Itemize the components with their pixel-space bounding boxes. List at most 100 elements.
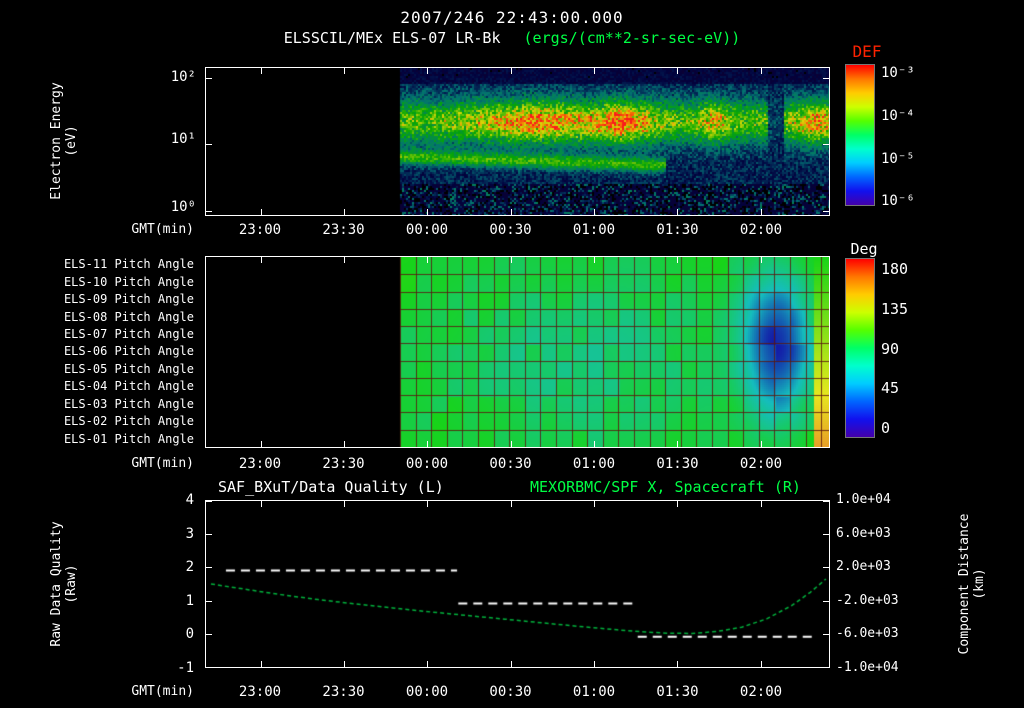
energy-ytick-label: 10⁰: [170, 199, 196, 215]
gmt-tick-label: 23:30: [322, 456, 365, 472]
axis-tick: [427, 257, 429, 263]
axis-tick: [676, 661, 678, 667]
pitch-row-label: ELS-11 Pitch Angle: [63, 257, 194, 271]
energy-xaxis-title: GMT(min): [131, 222, 194, 237]
axis-tick: [206, 600, 212, 602]
gmt-tick-label: 00:00: [405, 684, 449, 700]
timestamp: 2007/246 22:43:00.000: [400, 8, 624, 27]
deg-colorbar-title: Deg: [850, 240, 878, 258]
deg-colorbar-tick-label: 0: [881, 419, 891, 437]
def-colorbar-tick-label: 10⁻⁵: [881, 151, 915, 167]
line-left-tick-label: 3: [185, 526, 194, 542]
axis-tick: [260, 661, 262, 667]
energy-ytick-label: 10¹: [170, 131, 196, 147]
energy-spectrogram-plot: [205, 67, 830, 216]
axis-tick: [344, 209, 346, 215]
axis-tick: [344, 257, 346, 263]
gmt-tick-label: 23:00: [238, 222, 282, 238]
plot-title: ELSSCIL/MEx ELS-07 LR-Bk: [283, 29, 501, 47]
axis-tick: [676, 501, 678, 507]
line-right-axis-label: Component Distance (km): [957, 484, 987, 684]
deg-colorbar-tick-label: 90: [881, 340, 900, 358]
line-right-tick-label: 6.0e+03: [836, 526, 891, 541]
def-colorbar-tick-labels: 10⁻³ 10⁻⁴ 10⁻⁵ 10⁻⁶: [881, 64, 941, 209]
axis-tick: [260, 441, 262, 447]
axis-tick: [593, 257, 595, 263]
axis-tick: [761, 209, 763, 215]
axis-tick: [206, 567, 212, 569]
line-left-tick-label: 1: [185, 593, 194, 609]
axis-tick: [593, 68, 595, 74]
axis-tick: [427, 68, 429, 74]
gmt-tick-label: 23:00: [238, 684, 282, 700]
axis-tick: [510, 209, 512, 215]
gmt-tick-label: 00:30: [489, 684, 532, 700]
line-title-left: SAF_BXuT/Data Quality (L): [218, 478, 444, 496]
line-left-tick-label: 2: [185, 559, 194, 575]
def-colorbar-tick-label: 10⁻⁴: [881, 108, 915, 124]
axis-tick: [593, 441, 595, 447]
gmt-tick-label: 02:00: [739, 684, 783, 700]
line-xaxis-tick-labels: 23:00 23:30 00:00 00:30 01:00 01:30 02:00: [205, 684, 830, 700]
line-left-tick-labels: 4 3 2 1 0 -1: [162, 492, 196, 676]
gmt-tick-label: 01:00: [572, 222, 616, 238]
pitch-row-label: ELS-08 Pitch Angle: [63, 310, 194, 324]
axis-tick: [344, 501, 346, 507]
line-right-tick-label: -1.0e+04: [836, 660, 899, 675]
energy-yaxis-tick-labels: 10² 10¹ 10⁰: [154, 67, 198, 216]
axis-tick: [344, 441, 346, 447]
pitch-row-label: ELS-01 Pitch Angle: [63, 432, 194, 446]
line-right-axis-label-line2: (km): [972, 568, 987, 600]
gmt-tick-label: 02:00: [739, 222, 783, 238]
line-right-axis-label-line1: Component Distance: [957, 513, 972, 655]
line-left-axis-label-line2: (Raw): [64, 564, 79, 604]
axis-tick: [593, 661, 595, 667]
axis-tick: [206, 633, 212, 635]
axis-tick: [344, 68, 346, 74]
axis-tick: [823, 78, 829, 80]
axis-tick: [427, 441, 429, 447]
axis-tick: [761, 661, 763, 667]
axis-tick: [823, 534, 829, 536]
gmt-tick-label: 01:30: [656, 456, 699, 472]
axis-tick: [206, 144, 212, 146]
plot-title-row: ELSSCIL/MEx ELS-07 LR-Bk (ergs/(cm**2-sr…: [0, 29, 1024, 47]
deg-colorbar-tick-label: 180: [881, 260, 909, 278]
pitch-angle-canvas: [206, 257, 829, 447]
axis-tick: [823, 210, 829, 212]
gmt-tick-label: 01:00: [572, 456, 616, 472]
def-colorbar-tick-label: 10⁻³: [881, 65, 915, 81]
gmt-tick-label: 00:00: [405, 222, 449, 238]
pitch-row-label: ELS-09 Pitch Angle: [63, 292, 194, 306]
pitch-row-label: ELS-02 Pitch Angle: [63, 414, 194, 428]
pitch-row-label: ELS-05 Pitch Angle: [63, 362, 194, 376]
quality-distance-canvas: [206, 501, 829, 667]
gmt-tick-label: 02:00: [739, 456, 783, 472]
axis-tick: [823, 667, 829, 668]
def-colorbar-tick-label: 10⁻⁶: [881, 193, 915, 209]
pitch-row-labels: ELS-11 Pitch Angle ELS-10 Pitch Angle ELS-…: [38, 256, 196, 448]
energy-xaxis-tick-labels: 23:00 23:30 00:00 00:30 01:00 01:30 02:00: [205, 222, 830, 238]
deg-colorbar-tick-label: 135: [881, 300, 909, 318]
plot-units-label: (ergs/(cm**2-sr-sec-eV)): [523, 29, 741, 47]
gmt-tick-label: 01:00: [572, 684, 616, 700]
energy-yaxis-label-line1: Electron Energy: [49, 82, 64, 200]
axis-tick: [344, 661, 346, 667]
axis-tick: [823, 633, 829, 635]
gmt-tick-label: 23:00: [238, 456, 282, 472]
axis-tick: [510, 257, 512, 263]
energy-yaxis-label-line2: (eV): [64, 125, 79, 157]
axis-tick: [510, 501, 512, 507]
pitch-row-label: ELS-04 Pitch Angle: [63, 379, 194, 393]
gmt-tick-label: 00:00: [405, 456, 449, 472]
axis-tick: [593, 501, 595, 507]
pitch-row-label: ELS-06 Pitch Angle: [63, 344, 194, 358]
axis-tick: [260, 257, 262, 263]
gmt-tick-label: 01:30: [656, 684, 699, 700]
axis-tick: [510, 441, 512, 447]
line-left-axis-label-line1: Raw Data Quality: [49, 521, 64, 647]
def-colorbar: [845, 64, 875, 206]
axis-tick: [823, 501, 829, 502]
axis-tick: [510, 68, 512, 74]
